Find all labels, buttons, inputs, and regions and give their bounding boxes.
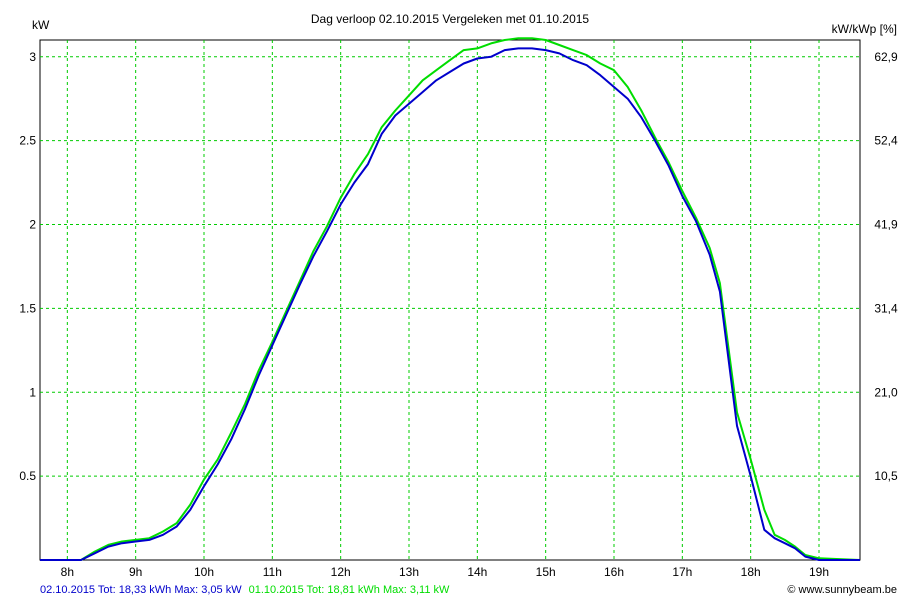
x-tick-label-18h: 18h (741, 565, 761, 579)
legend-entry-01-10-2015: 01.10.2015 Tot: 18,81 kWh Max: 3,11 kW (249, 584, 450, 596)
y-left-tick-label-2.5: 2.5 (19, 134, 36, 148)
series-layer (40, 37, 861, 561)
credit-text: © www.sunnybeam.be (787, 584, 897, 596)
x-tick-label-11h: 11h (263, 565, 282, 579)
x-tick-label-17h: 17h (672, 565, 692, 579)
x-tick-label-10h: 10h (194, 565, 214, 579)
y-right-tick-label-10,5: 10,5 (874, 469, 898, 483)
plot-area-frame (39, 39, 861, 561)
y-right-tick-label-41,9: 41,9 (874, 218, 898, 232)
y-left-tick-label-1.5: 1.5 (19, 301, 36, 315)
legend-text: 02.10.2015 Tot: 18,33 kWh Max: 3,05 kW 0… (40, 584, 450, 596)
x-tick-label-13h: 13h (399, 565, 419, 579)
x-tick-label-9h: 9h (129, 565, 142, 579)
series-line-01-10-2015 (40, 37, 861, 561)
axis-tick-labels: 8h 9h 10h 11h 12h 13h 14h 15h 16h 17h 18h 19h 0.5 10,… (19, 50, 898, 579)
legend-entry-02-10-2015: 02.10.2015 Tot: 18,33 kWh Max: 3,05 kW (40, 584, 242, 596)
y-left-tick-label-3: 3 (29, 50, 36, 64)
y-right-tick-label-21,0: 21,0 (874, 385, 898, 399)
x-tick-label-12h: 12h (331, 565, 351, 579)
y-axis-right-label: kW/kWp [%] (832, 22, 897, 36)
y-left-tick-label-1: 1 (29, 385, 36, 399)
y-right-tick-label-62,9: 62,9 (874, 50, 898, 64)
y-left-tick-label-2: 2 (29, 218, 36, 232)
series-line-02-10-2015 (40, 47, 860, 561)
x-tick-label-19h: 19h (809, 565, 829, 579)
x-tick-label-15h: 15h (536, 565, 556, 579)
x-tick-label-14h: 14h (467, 565, 487, 579)
x-tick-label-16h: 16h (604, 565, 624, 579)
x-tick-label-8h: 8h (61, 565, 74, 579)
y-right-tick-label-31,4: 31,4 (874, 301, 898, 315)
chart-title: Dag verloop 02.10.2015 Vergeleken met 01… (311, 12, 590, 26)
y-left-tick-label-0.5: 0.5 (19, 469, 36, 483)
y-axis-left-label: kW (32, 18, 50, 32)
y-right-tick-label-52,4: 52,4 (874, 134, 898, 148)
